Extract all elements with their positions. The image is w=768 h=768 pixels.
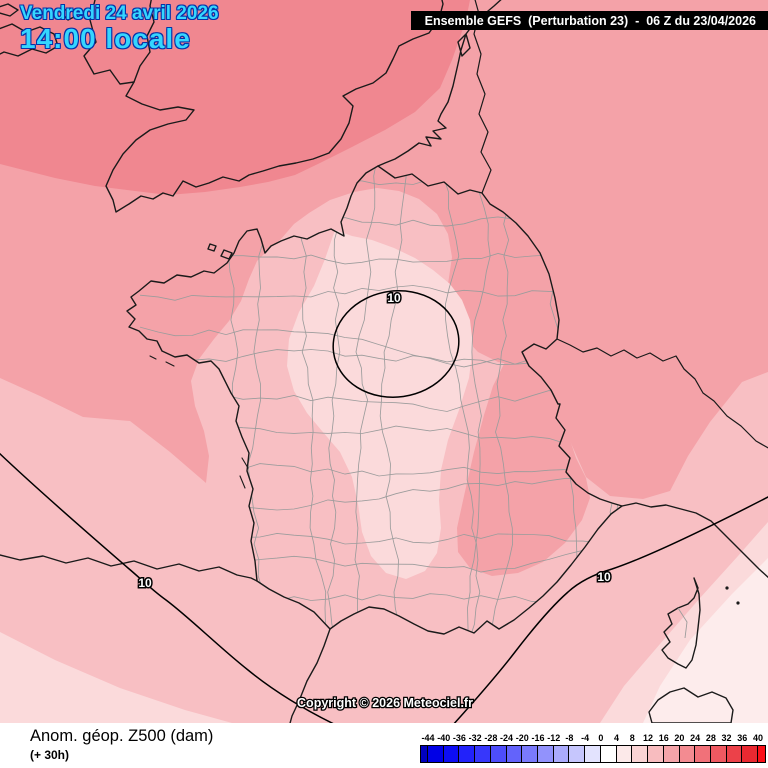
anomaly-region-light-center [287,230,473,579]
footer-bar: Anom. géop. Z500 (dam) (+ 30h) -44 -40 -36… [0,723,768,768]
color-scale-tick: 8 [629,733,635,743]
color-scale-tick: 20 [674,733,685,743]
coastline-corsica [661,577,701,669]
contour-value-label: 10 [138,576,152,590]
valid-datetime: Vendredi 24 avril 2026 14:00 locale [20,3,219,54]
corsica-department-line [677,607,688,639]
channel-islands [207,243,233,260]
contour-value-label: 10 [387,291,401,305]
coastlines [0,0,768,723]
color-scale-tick: -12 [547,733,561,743]
islet-1 [725,586,729,590]
coastline-ireland [0,3,77,57]
color-scale-cell [648,745,664,763]
color-scale-cell [475,745,491,763]
border-alps-switzerland [556,338,768,449]
color-scale-tick: 24 [690,733,701,743]
color-scale-cell [538,745,554,763]
color-scale-tick: 28 [705,733,716,743]
color-scale-cell [459,745,476,763]
department-boundary-line [327,166,341,634]
color-scale-cell [553,745,570,763]
copyright-label: Copyright © 2026 Meteociel.fr [297,696,473,710]
color-scale-tick: -8 [565,733,574,743]
color-scale-cell [663,745,680,763]
model-run-banner: Ensemble GEFS (Perturbation 23) - 06 Z d… [410,11,768,30]
department-boundary-line [442,166,481,634]
color-scale-tick: -32 [468,733,482,743]
anomaly-region-darkest-northwest [0,0,470,195]
color-scale-cell [710,745,727,763]
color-scale-tick: -24 [500,733,514,743]
department-boundary-line [492,166,519,634]
coastline-spain-north [0,554,258,582]
color-scale-cell [569,745,586,763]
color-scale-cell [616,745,633,763]
coastline-wales [133,0,155,83]
anomaly-region-lightest-corner [643,558,768,723]
color-scale-cell [742,745,759,763]
color-scale-cell [420,745,428,763]
color-scale-tick: 32 [721,733,732,743]
color-scale-cell [695,745,711,763]
coastline-sardinia [648,687,734,723]
weather-map: 10 10 10 Copyright © 2026 Meteociel.fr [0,0,768,723]
color-scale-tick: 12 [642,733,654,743]
color-scale-cell [522,745,539,763]
color-scale-cell [600,745,617,763]
color-scale-tick: 16 [658,733,669,743]
valid-date-label: Vendredi 24 avril 2026 [20,3,219,24]
color-scale-tick: -40 [437,733,451,743]
anomaly-region-light-southwest [0,632,232,723]
coastline-france [126,165,623,635]
color-scale-cell [428,745,444,763]
contour-line-10-southeast [453,496,768,723]
color-scale-cell [758,745,767,763]
color-scale-cell [585,745,601,763]
coastline-italy-riviera [621,502,768,579]
color-scale-cell [506,745,523,763]
valid-time-label: 14:00 locale [20,22,191,54]
contour-value-label: 10 [597,570,611,584]
lead-time-label: (+ 30h) [30,748,70,762]
color-scale-tick: -36 [452,733,466,743]
color-scale-cell [632,745,649,763]
color-scale-tick: -4 [581,733,590,743]
contour-line-10-oval [332,290,460,398]
color-scale-cells [420,745,767,763]
color-scale-tick: 40 [752,733,764,743]
color-scale-cell [490,745,507,763]
color-scale-tick: -28 [484,733,498,743]
color-scale: -44 -40 -36 -32 -28 -24 -20 -16 -12 -8 -4 0 4 8 12 16 20… [420,733,767,765]
color-scale-tick: 4 [614,733,620,743]
color-scale-cell [679,745,696,763]
color-scale-tick: 36 [737,733,748,743]
contour-lines [0,290,768,723]
color-scale-tick: -20 [515,733,529,743]
contour-labels: 10 10 10 [137,290,613,592]
contour-line-10-southwest [0,452,334,723]
color-scale-tick: 0 [598,733,604,743]
color-scale-cell [443,745,460,763]
coastline-spain-mediterranean [289,628,331,723]
color-scale-ticks: -44 -40 -36 -32 -28 -24 -20 -16 -12 -8 -4 0 4 8 12 16 20… [420,733,766,744]
color-scale-tick: -44 [421,733,435,743]
parameter-label: Anom. géop. Z500 (dam) [30,727,214,745]
coastline-great-britain [83,0,444,213]
department-boundary-line [467,166,491,634]
atlantic-islands [149,355,249,489]
islet-2 [736,601,740,605]
department-boundary-line [379,166,410,634]
color-scale-tick: -16 [531,733,545,743]
department-boundary-line [354,166,378,634]
color-scale-cell [726,745,743,763]
